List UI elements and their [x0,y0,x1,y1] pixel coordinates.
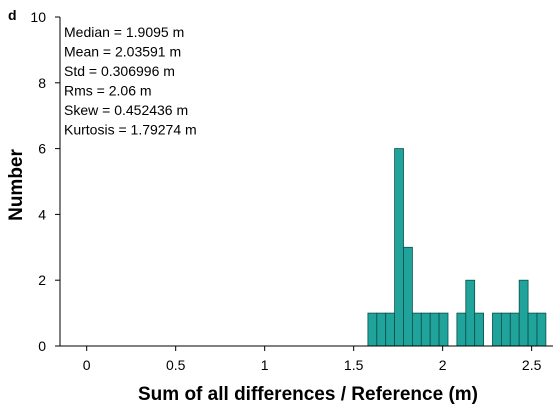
y-tick-label: 4 [38,206,46,222]
panel-label: d [8,7,17,23]
bar [411,312,422,347]
bar [456,312,467,347]
bar [492,312,502,347]
bar [438,312,449,347]
bar [376,312,387,347]
stat-annotation: Skew = 0.452436 m [64,102,188,118]
stat-annotation: Mean = 2.03591 m [64,44,181,60]
bar [420,312,431,347]
bar [385,312,395,347]
stat-annotation: Kurtosis = 1.79274 m [64,122,197,138]
bar [429,312,440,347]
bar [500,312,511,347]
bar [509,312,520,347]
bar [394,148,404,347]
y-tick-label: 0 [38,338,46,354]
x-tick-label: 0 [83,357,91,373]
bar [536,312,547,347]
x-tick-label: 1.5 [344,357,364,373]
stat-annotation: Rms = 2.06 m [64,83,152,99]
x-tick-label: 0.5 [166,357,186,373]
y-tick-label: 10 [30,9,46,25]
y-tick-label: 2 [38,272,46,288]
bar [367,312,378,347]
x-axis-label: Sum of all differences / Reference (m) [138,384,478,405]
y-tick-label: 6 [38,141,46,157]
bar [465,279,476,347]
bar [403,246,413,347]
stat-annotation: Std = 0.306996 m [64,63,175,79]
stat-annotation: Median = 1.9095 m [64,24,184,40]
bar [474,312,484,347]
bar [518,279,529,347]
bar [527,312,538,347]
y-tick-label: 8 [38,75,46,91]
x-tick-label: 2 [439,357,447,373]
x-tick-label: 2.5 [522,357,542,373]
y-axis-label: Number [6,149,27,221]
x-tick-label: 1 [261,357,269,373]
